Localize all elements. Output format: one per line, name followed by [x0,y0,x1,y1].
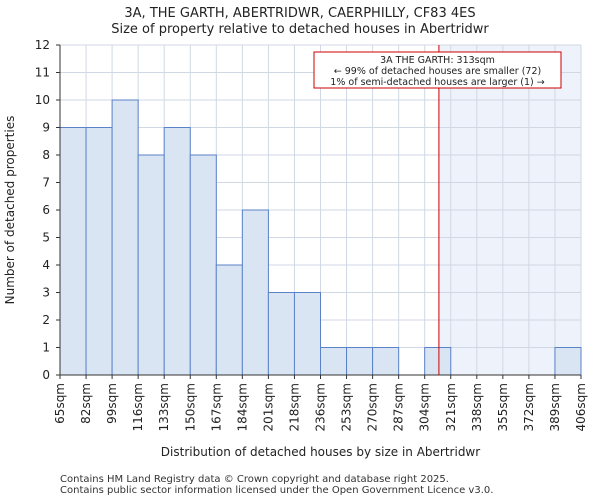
footer-licence: Contains public sector information licen… [60,485,494,496]
annotation-line: 1% of semi-detached houses are larger (1… [330,77,544,88]
histogram-bar [346,347,374,376]
y-tick-label: 8 [42,148,50,162]
x-tick-label: 406sqm [574,383,588,431]
histogram-bar [163,127,191,376]
histogram-bar [320,347,348,376]
y-tick-label: 5 [42,231,50,245]
x-tick-label: 304sqm [418,383,432,431]
x-axis-label: Distribution of detached houses by size … [161,445,480,459]
chart-title-address: 3A, THE GARTH, ABERTRIDWR, CAERPHILLY, C… [124,6,476,21]
y-tick-label: 0 [42,368,50,382]
x-tick-label: 82sqm [79,383,93,424]
annotation-line: ← 99% of detached houses are smaller (72… [334,66,541,77]
y-tick-label: 10 [35,93,50,107]
y-tick-label: 4 [42,258,50,272]
histogram-bar [85,127,113,376]
histogram-bar [372,347,400,376]
x-tick-label: 338sqm [470,383,484,431]
x-tick-label: 321sqm [444,383,458,431]
y-tick-label: 1 [42,341,50,355]
x-tick-label: 65sqm [53,383,67,424]
histogram-bar [59,127,87,376]
y-tick-label: 6 [42,203,50,217]
histogram-bar [241,209,269,376]
histogram-bar [267,292,295,376]
y-tick-label: 11 [35,66,50,80]
histogram-bar [554,347,582,376]
x-tick-label: 389sqm [548,383,562,431]
x-tick-label: 116sqm [131,383,145,431]
histogram-bar [189,154,217,376]
y-tick-label: 3 [42,286,50,300]
x-tick-label: 236sqm [314,383,328,431]
x-tick-label: 184sqm [235,383,249,431]
footer-copyright: Contains HM Land Registry data © Crown c… [60,474,449,485]
x-tick-label: 99sqm [105,383,119,424]
histogram-bar [111,99,139,376]
x-tick-label: 253sqm [340,383,354,431]
y-tick-label: 9 [42,121,50,135]
x-tick-label: 167sqm [209,383,223,431]
y-axis-label: Number of detached properties [3,116,17,305]
y-tick-label: 7 [42,176,50,190]
x-tick-label: 218sqm [287,383,301,431]
x-tick-label: 355sqm [496,383,510,431]
y-tick-label: 2 [42,313,50,327]
annotation-line: 3A THE GARTH: 313sqm [380,55,495,66]
x-tick-label: 150sqm [183,383,197,431]
x-tick-label: 372sqm [522,383,536,431]
y-tick-label: 12 [35,38,50,52]
histogram-bar [137,154,165,376]
annotation-box [313,51,562,89]
x-tick-label: 201sqm [261,383,275,431]
x-tick-label: 270sqm [366,383,380,431]
histogram-bar [293,292,322,376]
chart-title: Size of property relative to detached ho… [111,22,489,37]
histogram-bar [424,347,452,376]
x-tick-label: 133sqm [157,383,171,431]
x-tick-label: 287sqm [392,383,406,431]
histogram-bar [215,264,243,376]
